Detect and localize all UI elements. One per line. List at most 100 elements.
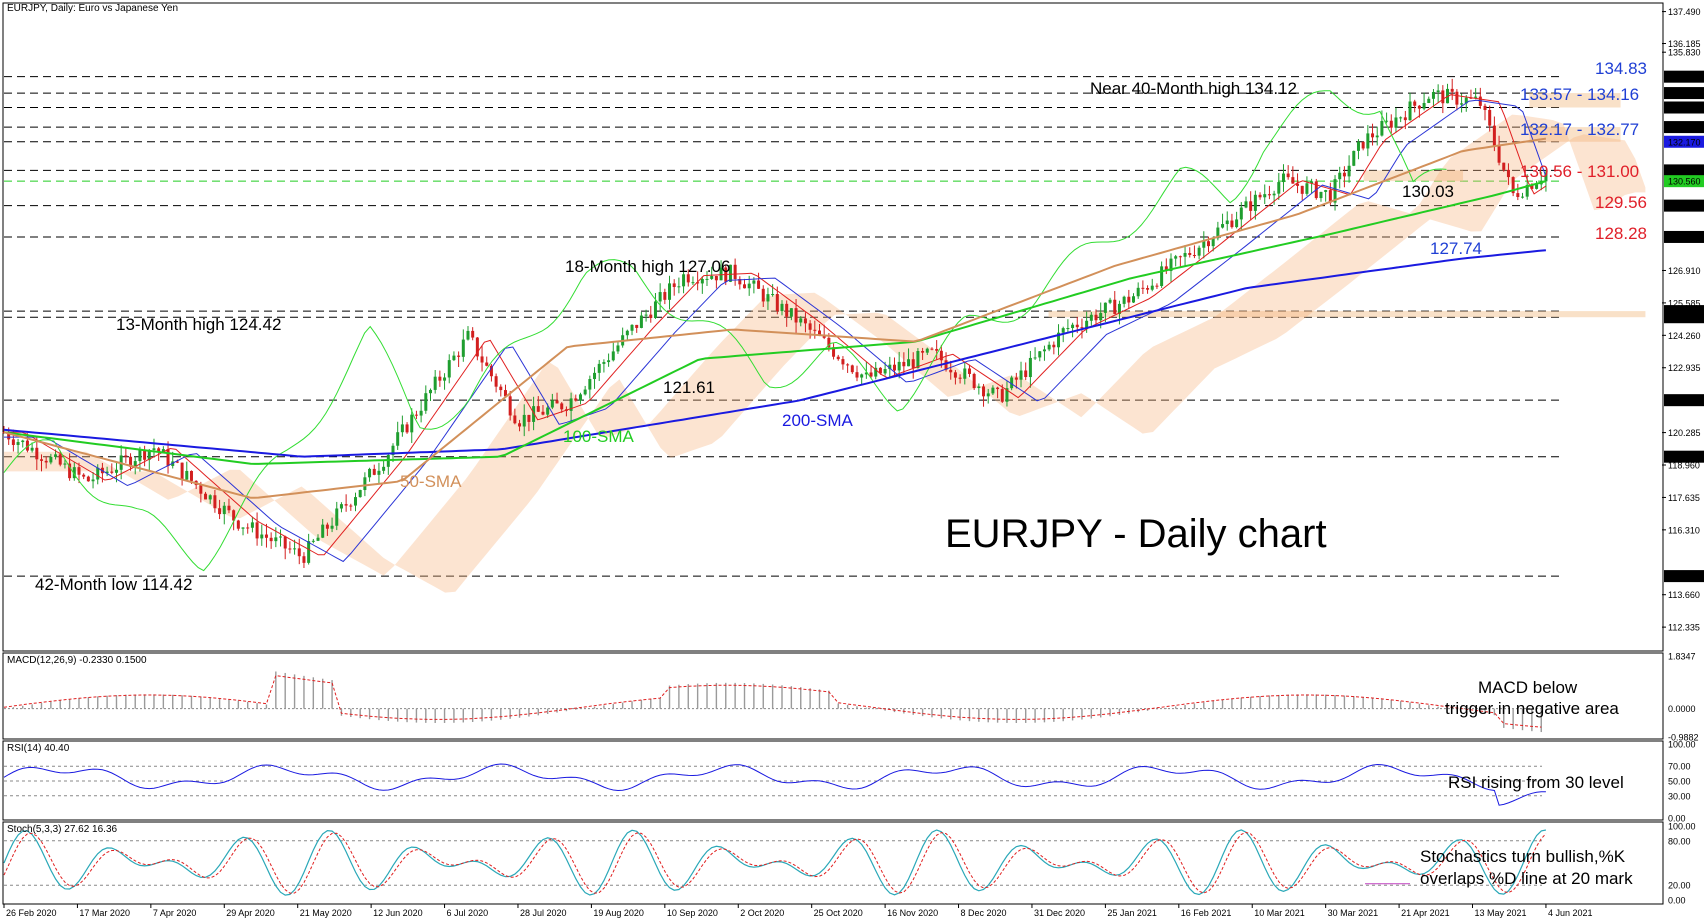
date-axis-label: 4 Jun 2021	[1548, 908, 1593, 918]
stoch-d-line	[3, 831, 1547, 894]
candle-body	[489, 365, 493, 377]
candle-body	[672, 283, 676, 287]
candle-body	[1525, 184, 1529, 197]
price-axis-label: 120.285	[1668, 428, 1701, 438]
rsi-axis-label: 30.00	[1668, 791, 1691, 801]
candle-body	[1291, 177, 1295, 184]
candle-body	[1366, 133, 1370, 149]
zone-rect	[1529, 93, 1621, 108]
candle-body	[1544, 172, 1548, 182]
candle-body	[297, 548, 301, 557]
candle-body	[1497, 145, 1501, 163]
price-axis-label: 116.310	[1668, 525, 1700, 535]
stoch-axis-label: 20.00	[1668, 881, 1691, 891]
candle-body	[138, 449, 142, 462]
candle-body	[1094, 314, 1098, 321]
candle-body	[232, 510, 236, 521]
candle-body	[1408, 101, 1412, 121]
date-axis-label: 7 Apr 2020	[153, 908, 197, 918]
annotation-13-month-high: 13-Month high 124.42	[116, 315, 281, 334]
candle-body	[354, 497, 358, 506]
candle-body	[527, 414, 531, 422]
candle-body	[1511, 177, 1515, 194]
candle-body	[63, 463, 67, 465]
candle-body	[939, 350, 943, 361]
candle-body	[58, 454, 62, 465]
date-axis-label: 29 Apr 2020	[226, 908, 275, 918]
stochastic-panel: 100.00 80.00 20.00 0.00	[3, 822, 1696, 906]
candle-body	[921, 351, 925, 353]
candle-body	[855, 372, 859, 378]
candle-body	[1530, 184, 1534, 189]
date-axis: 26 Feb 2020 17 Mar 2020 7 Apr 2020 29 Apr 2…	[3, 904, 1593, 918]
candle-body	[96, 467, 100, 480]
candle-body	[339, 504, 343, 509]
price-tag-label: 114.420	[1668, 572, 1700, 582]
candle-body	[1019, 370, 1023, 380]
candle-body	[1403, 117, 1407, 121]
date-axis-label: 25 Oct 2020	[814, 908, 863, 918]
macd-signal-line	[3, 675, 1542, 728]
candle-body	[1483, 105, 1487, 111]
rsi-axis-label: 100.00	[1668, 740, 1696, 750]
annotation-121-61: 121.61	[663, 378, 715, 397]
candle-body	[77, 467, 81, 475]
candle-body	[963, 368, 967, 379]
candle-body	[916, 351, 920, 368]
level-label-127-74: 127.74	[1430, 239, 1482, 258]
candle-body	[710, 276, 714, 279]
stoch-axis-label: 0.00	[1668, 896, 1686, 906]
candle-body	[133, 461, 137, 467]
candle-body	[1506, 169, 1510, 178]
candle-body	[911, 359, 915, 368]
candle-body	[1347, 165, 1351, 177]
candle-body	[972, 373, 976, 389]
candle-body	[499, 386, 503, 391]
candle-body	[175, 461, 179, 463]
candle-body	[1535, 184, 1539, 189]
date-axis-label: 25 Jan 2021	[1107, 908, 1157, 918]
date-axis-label: 16 Feb 2021	[1181, 908, 1232, 918]
price-tag-label: 133.570	[1668, 103, 1701, 113]
candle-body	[574, 398, 578, 401]
candle-body	[358, 490, 362, 498]
candle-body	[625, 330, 629, 336]
candle-body	[705, 278, 709, 280]
annotation-42-month-low: 42-Month low 114.42	[35, 575, 193, 594]
macd-histogram: 1.8347 0.0000 -0.9882	[3, 652, 1699, 743]
candle-body	[1169, 258, 1173, 272]
candle-body	[677, 286, 681, 288]
candle-body	[794, 308, 798, 323]
price-tag-label: 132.170	[1668, 137, 1701, 147]
candle-body	[1356, 141, 1360, 151]
candle-body	[508, 396, 512, 416]
candle-body	[316, 537, 320, 541]
candle-body	[1066, 328, 1070, 330]
candle-body	[1399, 117, 1403, 119]
candle-body	[293, 548, 297, 550]
candle-body	[799, 318, 803, 323]
candle-body	[1178, 256, 1182, 258]
candle-body	[897, 361, 901, 371]
stoch-axis-label: 100.00	[1668, 822, 1696, 832]
price-tag	[1664, 87, 1704, 100]
candlesticks	[2, 78, 1548, 569]
candle-body	[166, 449, 170, 466]
candle-body	[199, 485, 203, 494]
price-tag-label: 121.610	[1668, 396, 1701, 406]
candle-body	[597, 363, 601, 373]
candle-body	[743, 284, 747, 289]
candle-body	[222, 505, 226, 515]
price-tag	[1664, 570, 1704, 583]
price-tag-label: 134.830	[1668, 72, 1701, 82]
candle-body	[86, 476, 90, 482]
candle-body	[1075, 324, 1079, 328]
candle-body	[255, 522, 259, 539]
candle-body	[907, 359, 911, 367]
candle-body	[1427, 98, 1431, 103]
consolidation-zones	[1048, 93, 1646, 318]
ichimoku-cloud	[4, 114, 1646, 593]
candle-body	[780, 303, 784, 312]
candle-body	[1441, 90, 1445, 104]
